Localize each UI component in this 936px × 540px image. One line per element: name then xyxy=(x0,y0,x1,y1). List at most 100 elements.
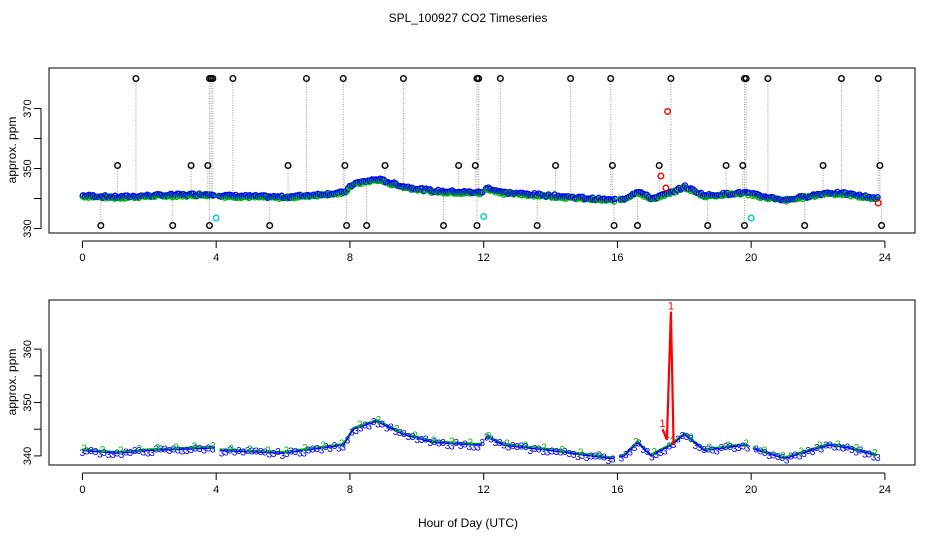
series-3-marker: 3 xyxy=(297,449,303,460)
series-2-marker: 2 xyxy=(468,437,474,448)
series-3-marker: 3 xyxy=(423,435,429,446)
series-3-marker: 3 xyxy=(262,447,268,458)
series-3-marker: 3 xyxy=(762,448,768,459)
series-3-marker: 3 xyxy=(597,452,603,463)
panel-2-y-tick-label: 340 xyxy=(22,447,34,465)
panel-2-ylabel: approx. ppm xyxy=(5,349,19,416)
panel-1: approx. ppm 330 350 370 0 4 8 12 16 20 24 xyxy=(5,67,916,264)
series-3-marker: 3 xyxy=(788,452,794,463)
series-3-marker: 3 xyxy=(753,444,759,455)
outlier-high-point xyxy=(667,74,675,82)
series-3-marker: 3 xyxy=(866,450,872,461)
series-3-marker: 3 xyxy=(840,444,846,455)
series-3-marker: 3 xyxy=(553,447,559,458)
series-3-marker: 3 xyxy=(801,449,807,460)
series-3-marker: 3 xyxy=(467,442,473,453)
series-3-marker: 3 xyxy=(340,442,346,453)
series-3-marker: 3 xyxy=(119,450,125,461)
series-3-marker: 3 xyxy=(397,428,403,439)
series-3-marker: 3 xyxy=(345,436,351,447)
series-3-marker: 3 xyxy=(758,447,764,458)
outlier-high-point xyxy=(475,74,483,82)
series-3-marker: 3 xyxy=(375,420,381,431)
outlier-high-point xyxy=(764,74,772,82)
series-2-marker: 2 xyxy=(707,443,713,454)
outlier-mid-point xyxy=(819,161,827,169)
series-2-marker: 2 xyxy=(247,445,253,456)
outlier-low-point xyxy=(97,221,105,229)
series-3-marker: 3 xyxy=(697,443,703,454)
series-3-marker: 3 xyxy=(875,453,881,464)
series-3-marker: 3 xyxy=(858,446,864,457)
series-2-marker: 2 xyxy=(578,447,584,458)
series-3-marker: 3 xyxy=(527,446,533,457)
series-3-marker: 3 xyxy=(414,435,420,446)
series-3-marker: 3 xyxy=(284,449,290,460)
series-2-marker: 2 xyxy=(155,443,161,454)
series-2-marker: 2 xyxy=(559,445,565,456)
series-3-marker: 3 xyxy=(154,445,160,456)
series-3-marker: 3 xyxy=(353,426,359,437)
outlier-high-point xyxy=(229,74,237,82)
series-2-marker: 2 xyxy=(523,441,529,452)
series-3-marker: 3 xyxy=(653,450,659,461)
series-3-marker: 3 xyxy=(497,438,503,449)
series-3-marker: 3 xyxy=(323,442,329,453)
panel-2-frame xyxy=(48,299,916,466)
series-2-marker: 2 xyxy=(339,438,345,449)
series-2-marker: 2 xyxy=(872,448,878,459)
series-2-marker: 2 xyxy=(688,433,694,444)
series-3-marker: 3 xyxy=(197,444,203,455)
series-3-marker: 3 xyxy=(827,441,833,452)
series-2-marker: 2 xyxy=(302,443,308,454)
outlier-high-point xyxy=(132,74,140,82)
series-3-marker: 3 xyxy=(175,446,181,457)
series-3-marker: 3 xyxy=(649,453,655,464)
series-2-marker: 2 xyxy=(743,439,749,450)
outlier-high-point xyxy=(209,74,217,82)
series-3-marker: 3 xyxy=(658,448,664,459)
outlier-low-point xyxy=(343,221,351,229)
series-3-marker: 3 xyxy=(327,444,333,455)
outlier-mid-point xyxy=(608,161,616,169)
series-1-marker: 1 xyxy=(671,434,677,446)
series-3-marker: 3 xyxy=(619,454,625,465)
x-axis-label: Hour of Day (UTC) xyxy=(418,516,518,530)
panel-2-x-tick-label: 8 xyxy=(347,484,353,496)
series-2-marker: 2 xyxy=(596,450,602,461)
series-2-line xyxy=(82,445,215,453)
series-3-marker: 3 xyxy=(806,446,812,457)
series-2-marker: 2 xyxy=(100,445,106,456)
series-3-marker: 3 xyxy=(571,450,577,461)
series-3-marker: 3 xyxy=(493,438,499,449)
series-3-line xyxy=(219,420,483,455)
series-3-marker: 3 xyxy=(740,441,746,452)
series-3-marker: 3 xyxy=(836,443,842,454)
series-3-marker: 3 xyxy=(123,448,129,459)
red-point xyxy=(657,172,665,180)
series-3-marker: 3 xyxy=(427,438,433,449)
series-3-marker: 3 xyxy=(671,440,677,451)
series-3-marker: 3 xyxy=(819,444,825,455)
series-2-marker: 2 xyxy=(762,445,768,456)
series-3-marker: 3 xyxy=(358,423,364,434)
series-2-marker: 2 xyxy=(504,438,510,449)
series-3-marker: 3 xyxy=(706,444,712,455)
series-3-marker: 3 xyxy=(506,443,512,454)
panel-1-x-axis: 0 4 8 12 16 20 24 xyxy=(79,240,891,264)
series-2-marker: 2 xyxy=(173,442,179,453)
series-3-marker: 3 xyxy=(845,443,851,454)
series-3-marker: 3 xyxy=(684,432,690,443)
series-3-marker: 3 xyxy=(523,442,529,453)
series-3-marker: 3 xyxy=(162,445,168,456)
series-3-marker: 3 xyxy=(141,447,147,458)
panel-2-x-tick-label: 20 xyxy=(745,484,757,496)
series-2-marker: 2 xyxy=(541,443,547,454)
series-3-marker: 3 xyxy=(701,445,707,456)
series-3-marker: 3 xyxy=(588,452,594,463)
series-3-marker: 3 xyxy=(784,455,790,466)
series-3-marker: 3 xyxy=(258,447,264,458)
panel-1-y-tick-label: 350 xyxy=(22,159,34,177)
